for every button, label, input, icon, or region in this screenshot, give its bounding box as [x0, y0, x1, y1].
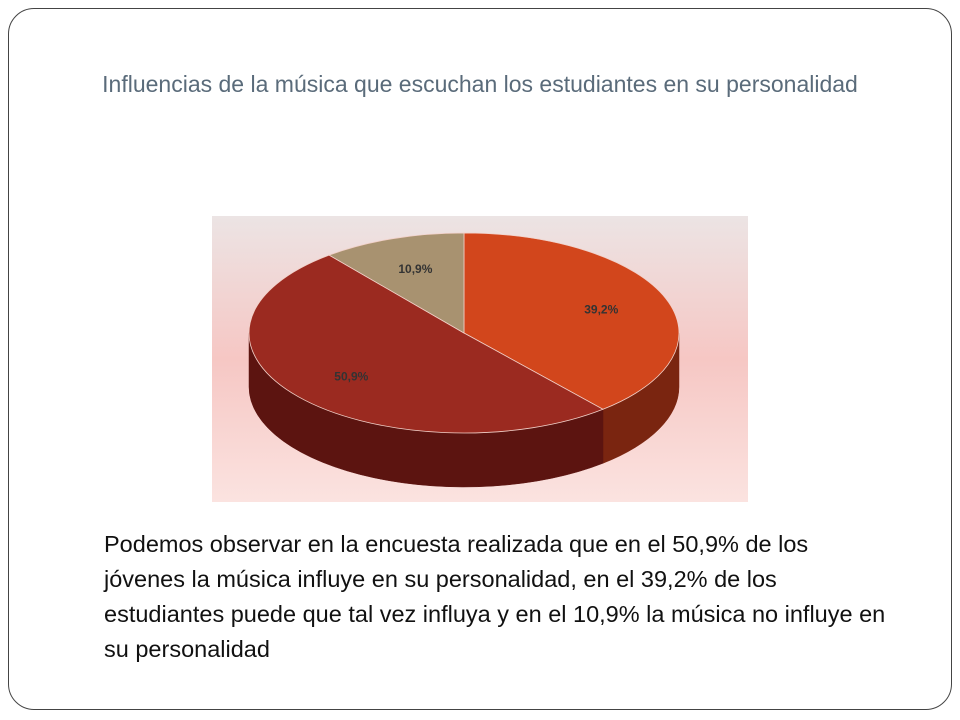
pie-slice-1	[248, 254, 604, 434]
pie-slice-label-1: 50,9%	[334, 369, 368, 383]
pie-slice-0	[463, 232, 680, 410]
pie-slice-2	[328, 232, 465, 334]
slide-title: Influencias de la música que escuchan lo…	[102, 71, 858, 97]
pie-chart-svg: 39,2% 50,9% 10,9%	[212, 216, 748, 502]
pie-slice-label-0: 39,2%	[584, 303, 618, 317]
pie-slice-label-2: 10,9%	[398, 262, 432, 276]
conclusion-text: Podemos observar en la encuesta realizad…	[104, 531, 886, 662]
pie-chart: 39,2% 50,9% 10,9%	[212, 216, 748, 502]
